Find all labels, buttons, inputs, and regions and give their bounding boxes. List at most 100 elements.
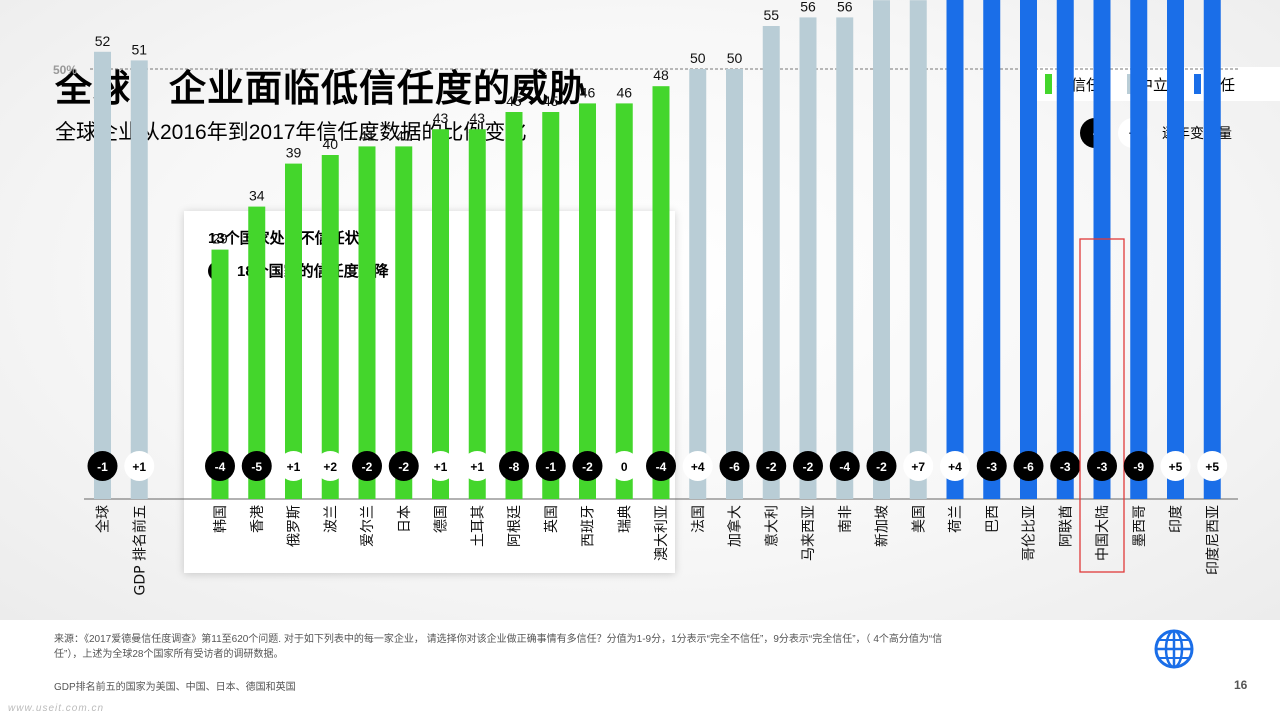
change-circle-0 (87, 451, 118, 481)
change-circle-4 (278, 451, 309, 481)
category-label-16: 加拿大 (727, 505, 744, 547)
bar-15 (689, 69, 707, 499)
change-circle-20 (866, 451, 897, 481)
bar-19 (836, 17, 854, 500)
bar-21 (909, 0, 927, 499)
value-label-11: 45 (543, 93, 559, 109)
category-label-2: 韩国 (213, 505, 229, 533)
bar-1 (130, 60, 148, 500)
value-label-2: 29 (212, 231, 228, 247)
bar-16 (726, 69, 743, 499)
category-label-12: 西班牙 (581, 505, 597, 547)
bar-9 (468, 129, 486, 499)
change-label-0: -1 (97, 460, 108, 474)
bar-6 (358, 146, 376, 499)
category-label-21: 美国 (911, 505, 927, 533)
change-label-1: +1 (132, 460, 146, 474)
category-label-0: 全球 (95, 505, 112, 533)
category-label-14: 澳大利亚 (654, 505, 670, 561)
change-label-20: -2 (876, 460, 887, 474)
value-label-1: 51 (131, 41, 147, 57)
category-label-22: 荷兰 (948, 505, 964, 533)
bar-28 (1167, 0, 1184, 500)
change-label-2: -4 (215, 460, 226, 474)
value-label-4: 39 (286, 145, 302, 161)
change-circle-25 (1050, 451, 1081, 481)
category-label-9: 土耳其 (470, 505, 486, 547)
bar-22 (946, 0, 964, 499)
change-circle-27 (1123, 451, 1154, 481)
change-label-25: -3 (1060, 460, 1071, 474)
change-label-27: -9 (1133, 460, 1144, 474)
change-label-10: -8 (509, 460, 520, 474)
change-label-5: +2 (323, 460, 337, 474)
category-label-4: 俄罗斯 (287, 505, 303, 547)
change-circle-21 (903, 451, 934, 481)
category-label-27: 墨西哥 (1132, 505, 1148, 547)
value-label-12: 46 (580, 84, 596, 100)
category-label-8: 德国 (434, 505, 450, 533)
category-label-5: 波兰 (323, 505, 339, 533)
category-label-20: 新加坡 (875, 505, 891, 547)
bar-14 (652, 86, 670, 499)
bar-27 (1130, 0, 1148, 500)
bar-20 (873, 0, 890, 499)
value-label-17: 55 (763, 7, 779, 23)
change-circle-19 (829, 451, 860, 481)
category-label-18: 马来西亚 (801, 505, 817, 561)
change-label-22: +4 (948, 460, 962, 474)
change-circle-24 (1013, 451, 1044, 481)
bar-5 (321, 155, 339, 499)
change-label-6: -2 (362, 460, 373, 474)
change-label-17: -2 (766, 460, 777, 474)
category-label-25: 阿联酋 (1057, 505, 1074, 547)
category-label-15: 法国 (691, 505, 707, 533)
category-label-28: 印度 (1169, 505, 1185, 533)
bar-13 (615, 103, 633, 500)
category-label-13: 瑞典 (617, 505, 633, 533)
change-label-26: -3 (1097, 460, 1108, 474)
change-circle-14 (646, 451, 676, 481)
bar-12 (579, 103, 596, 500)
change-label-9: +1 (470, 460, 484, 474)
value-label-6: 41 (359, 127, 375, 143)
change-label-15: +4 (691, 460, 705, 474)
change-label-24: -6 (1023, 460, 1034, 474)
change-circle-16 (719, 451, 750, 481)
change-circle-26 (1087, 451, 1117, 481)
legend-swatch-trust (1194, 74, 1202, 94)
value-label-16: 50 (727, 50, 743, 66)
change-circle-2 (205, 451, 235, 481)
bar-29 (1203, 0, 1221, 499)
change-label-11: -1 (545, 460, 556, 474)
value-label-5: 40 (322, 136, 338, 152)
panel-decline-count: 18个国家的信任度下降 (237, 263, 389, 280)
change-circle-23 (976, 451, 1007, 481)
change-circle-15 (682, 451, 713, 481)
change-circle-17 (756, 451, 787, 481)
value-label-3: 34 (249, 188, 265, 204)
change-label-16: -6 (729, 460, 740, 474)
trust-bar-chart: 50% 52 -1 全球 51 +1 GDP 排名前五 29 -4 韩国 34 -5 香港 39 +1 俄罗斯… (53, 0, 1238, 596)
change-circle-10 (499, 451, 529, 481)
change-label-18: -2 (803, 460, 814, 474)
category-label-24: 哥伦比亚 (1022, 505, 1038, 561)
change-label-12: -2 (582, 460, 593, 474)
category-label-11: 英国 (543, 505, 560, 533)
change-label-3: -5 (251, 460, 262, 474)
highlight-box (1079, 238, 1125, 573)
change-circle-18 (793, 451, 823, 481)
bar-0 (94, 51, 111, 500)
gdp-note: GDP排名前五的国家为美国、中国、日本、德国和英国 (54, 682, 296, 693)
bar-8 (432, 129, 449, 499)
change-circle-28 (1160, 451, 1191, 481)
change-circle-3 (241, 451, 272, 481)
bar-11 (542, 112, 560, 499)
change-circle-5 (315, 451, 346, 481)
category-label-6: 爱尔兰 (360, 505, 376, 547)
bar-26 (1093, 0, 1111, 500)
category-label-23: 巴西 (985, 505, 1001, 533)
change-circle-22 (940, 451, 970, 481)
change-label-14: -4 (656, 460, 667, 474)
globe-icon (1154, 629, 1194, 669)
